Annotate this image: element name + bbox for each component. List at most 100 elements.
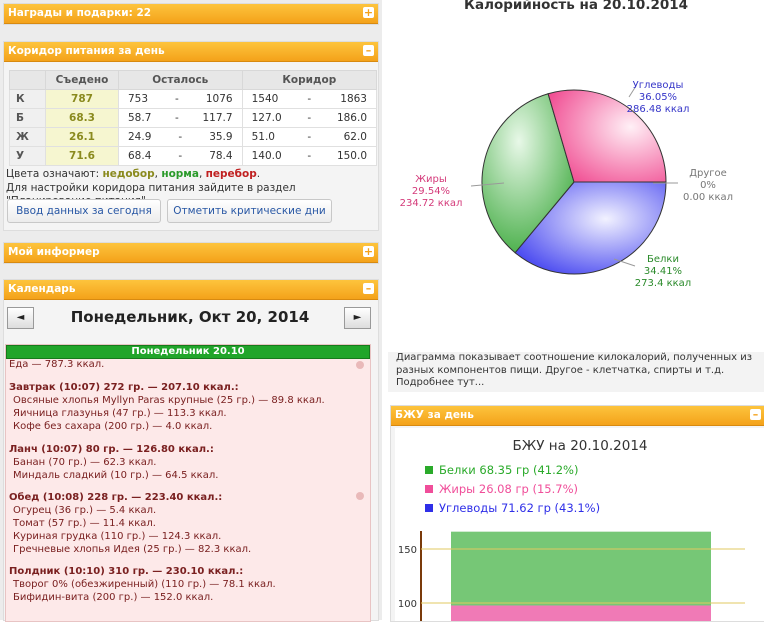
corridor-range: 127.0 - 186.0 [241,108,378,128]
critical-days-button[interactable]: Отметить критические дни [167,199,332,223]
bju-chart-area: БЖУ на 20.10.2014 Белки 68.35 гр (41.2%)… [395,428,764,621]
range-min: 58.7 [128,112,152,124]
eaten-value: 71.6 [45,146,119,166]
square-icon [425,485,433,493]
range-max: 62.0 [343,131,367,143]
range-max: 1863 [340,93,367,105]
next-day-button[interactable]: ► [344,307,371,329]
left-range: 68.4 - 78.4 [118,146,243,166]
square-icon [425,504,433,512]
right-column: Калорийность на 20.10.2014 Углеводы 36.0… [388,0,764,622]
meal-item: Творог 0% (обезжиренный) (110 гр.) — 78.… [13,579,276,590]
other-percent: 0% [700,180,716,191]
day-box: Понедельник 20.10 Еда — 787.3 ккал. Завт… [5,344,371,622]
protein-name: Белки [647,254,679,265]
calendar-header[interactable]: Календарь – [4,280,378,300]
meal-title: Завтрак (10:07) 272 гр. — 207.10 ккал.: [9,382,239,393]
range-min: 24.9 [128,131,152,143]
meal-item: Миндаль сладкий (10 гр.) — 64.5 ккал. [13,470,219,481]
corridor-header[interactable]: Коридор питания за день – [4,42,378,62]
meal-item: Овсяные хлопья Myllyn Paras крупные (25 … [13,395,325,406]
other-value: 0.00 ккал [682,192,734,203]
pie-slice-carbs [514,181,667,275]
col-corridor: Коридор [241,70,378,90]
corridor-range: 51.0 - 62.0 [241,127,378,147]
meal-item: Куриная грудка (110 гр.) — 124.3 ккал. [13,531,222,542]
range-dash: - [178,131,183,143]
meal-item: Кофе без сахара (200 гр.) — 4.0 ккал. [13,421,213,432]
y-tick-label: 150 [398,545,417,556]
leader-line [613,258,636,267]
pie-description: Диаграмма показывает соотношение килокал… [388,352,764,392]
expand-icon[interactable]: + [363,245,374,258]
left-range: 24.9 - 35.9 [118,127,243,147]
food-total: Еда — 787.3 ккал. [9,359,105,370]
table-row: Б 68.3 58.7 - 117.7 127.0 - 186.0 [9,108,378,128]
row-label: Ж [9,127,46,147]
informer-header[interactable]: Мой информер + [4,243,378,263]
col-left: Осталось [118,70,243,90]
collapse-icon[interactable]: – [750,409,761,420]
meal-item: Гречневые хлопья Идея (25 гр.) — 82.3 кк… [13,544,252,555]
legend-other: Другое 0% 0.00 ккал [673,168,743,204]
meal-title: Полдник (10:10) 310 гр. — 230.10 ккал.: [9,566,244,577]
bju-panel: БЖУ за день – БЖУ на 20.10.2014 Белки 68… [390,405,764,622]
meal-item: Бифидин-вита (200 гр.) — 152.0 ккал. [13,592,214,603]
bju-chart-title: БЖУ на 20.10.2014 [512,438,648,454]
meal-item: Томат (57 гр.) — 11.4 ккал. [13,518,156,529]
pie-slice-protein [481,93,575,254]
table-row: Ж 26.1 24.9 - 35.9 51.0 - 62.0 [9,127,378,147]
note-line-1: Для настройки коридора питания зайдите в… [6,182,296,194]
awards-header[interactable]: Награды и подарки: 22 + [4,4,378,24]
row-label: У [9,146,46,166]
row-label: Б [9,108,46,128]
meal-title: Обед (10:08) 228 гр. — 223.40 ккал.: [9,492,223,503]
leader-line [470,182,505,187]
bju-title: БЖУ за день [395,409,474,421]
legend-carbs: Углеводы 36.05% 286.48 ккал [618,80,698,116]
calendar-date: Понедельник, Окт 20, 2014 [70,308,310,326]
bju-header[interactable]: БЖУ за день – [391,406,764,426]
under-label: недобор [102,168,155,180]
corridor-title: Коридор питания за день [8,45,165,57]
corridor-range: 1540 - 1863 [241,89,378,109]
hand-icon[interactable] [356,492,364,500]
range-dash: - [178,150,183,162]
corner-cell [9,70,46,90]
input-data-button[interactable]: Ввод данных за сегодня [7,199,161,223]
fat-value: 234.72 ккал [399,198,463,209]
range-max: 35.9 [209,131,233,143]
awards-panel: Награды и подарки: 22 + [3,3,379,25]
carbs-name: Углеводы [632,80,684,91]
range-min: 753 [128,93,149,105]
more-link[interactable]: Подробнее тут... [396,377,485,388]
eaten-value: 787 [45,89,119,109]
prev-day-button[interactable]: ◄ [7,307,34,329]
table-row: У 71.6 68.4 - 78.4 140.0 - 150.0 [9,146,378,166]
range-dash: - [307,93,312,105]
other-name: Другое [689,168,727,179]
awards-title: Награды и подарки: 22 [8,7,152,19]
collapse-icon[interactable]: – [363,45,374,56]
meal-item: Огурец (36 гр.) — 5.4 ккал. [13,505,157,516]
legend-item: Белки 68.35 гр (41.2%) [425,461,600,480]
bju-bar-chart: 150 100 [398,531,745,621]
collapse-icon[interactable]: – [363,283,374,294]
bju-legend: Белки 68.35 гр (41.2%) Жиры 26.08 гр (15… [425,461,600,518]
legend-protein: Белки 34.41% 273.4 ккал [628,254,698,290]
expand-icon[interactable]: + [363,6,374,19]
bar-segment-protein [451,531,711,606]
fat-percent: 29.54% [411,186,451,197]
hand-icon[interactable] [356,361,364,369]
range-min: 127.0 [251,112,282,124]
calendar-title: Календарь [8,283,76,295]
legend-text: Жиры 26.08 гр (15.7%) [439,482,578,496]
square-icon [425,466,433,474]
range-dash: - [307,112,312,124]
range-dash: - [307,150,312,162]
range-max: 117.7 [202,112,233,124]
range-max: 1076 [205,93,233,105]
range-max: 150.0 [336,150,367,162]
meal-item: Банан (70 гр.) — 62.3 ккал. [13,457,157,468]
range-min: 140.0 [251,150,282,162]
